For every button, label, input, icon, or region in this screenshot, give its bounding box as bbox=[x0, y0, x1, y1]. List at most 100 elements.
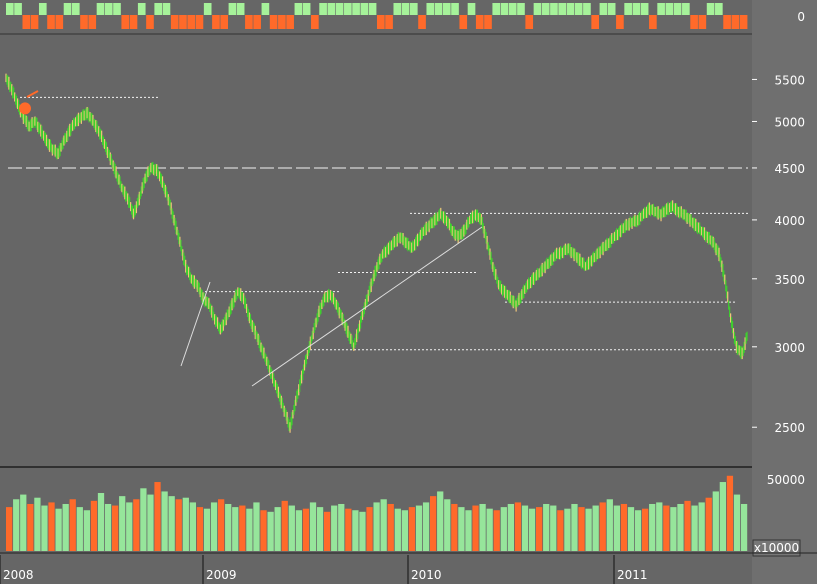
signal-bar bbox=[550, 3, 558, 15]
volume-bar bbox=[677, 503, 684, 551]
volume-bar bbox=[147, 494, 154, 551]
signal-bar bbox=[690, 15, 698, 29]
volume-bar bbox=[267, 511, 274, 551]
signal-bar bbox=[269, 15, 278, 29]
volume-bar bbox=[656, 502, 663, 551]
volume-unit-label: x10000 bbox=[754, 541, 799, 555]
signal-bar bbox=[484, 15, 492, 29]
volume-bar bbox=[571, 503, 578, 551]
volume-bar bbox=[48, 502, 55, 551]
volume-bar bbox=[726, 475, 734, 551]
signal-bar bbox=[14, 3, 22, 15]
volume-bar bbox=[733, 494, 741, 551]
volume-bar bbox=[691, 505, 698, 551]
volume-bar bbox=[20, 494, 27, 551]
volume-bar bbox=[458, 507, 465, 551]
volume-bar bbox=[253, 502, 260, 551]
sell-marker bbox=[19, 102, 31, 115]
signal-bar bbox=[607, 3, 616, 15]
volume-bar bbox=[182, 497, 189, 551]
signal-bar bbox=[574, 3, 583, 15]
volume-bar bbox=[90, 500, 98, 551]
right-axis-panel bbox=[752, 0, 817, 584]
x-axis: 2008 2009 2010 2011 bbox=[0, 552, 817, 584]
signal-bar bbox=[294, 3, 303, 15]
volume-bar bbox=[578, 507, 585, 551]
y-tick-label: 5500 bbox=[774, 73, 805, 87]
volume-bar bbox=[465, 510, 472, 551]
signal-bar bbox=[649, 15, 657, 29]
volume-axis-50000: 50000 bbox=[767, 473, 805, 487]
volume-bar bbox=[140, 488, 147, 551]
signal-bar bbox=[467, 3, 476, 15]
volume-bar bbox=[620, 503, 628, 551]
volume-bar bbox=[613, 505, 620, 551]
y-tick-label: 4500 bbox=[774, 162, 805, 176]
signal-bar bbox=[96, 3, 105, 15]
volume-bar bbox=[324, 511, 331, 551]
volume-bar bbox=[627, 507, 635, 551]
signal-bar bbox=[566, 3, 575, 15]
signal-bar bbox=[104, 3, 113, 15]
volume-bar bbox=[670, 507, 677, 551]
signal-bar bbox=[80, 15, 88, 29]
volume-bar bbox=[634, 510, 642, 551]
volume-bar bbox=[154, 482, 161, 551]
volume-bar bbox=[507, 503, 514, 551]
volume-bar bbox=[246, 508, 253, 551]
volume-bar bbox=[288, 505, 295, 551]
signal-bar bbox=[385, 15, 393, 29]
signal-bar bbox=[451, 3, 459, 15]
x-tick-label: 2011 bbox=[617, 568, 648, 582]
signal-bar bbox=[492, 3, 501, 15]
signal-bar bbox=[434, 3, 443, 15]
sell-marker-tail bbox=[26, 90, 39, 98]
volume-bar bbox=[260, 510, 267, 551]
volume-bar bbox=[479, 503, 486, 551]
signal-bar bbox=[121, 15, 130, 29]
volume-unit-box bbox=[752, 539, 801, 557]
signal-bar bbox=[129, 15, 138, 29]
volume-bar bbox=[196, 507, 204, 551]
volume-bar bbox=[126, 502, 133, 551]
volume-bar bbox=[210, 502, 218, 551]
volume-bar bbox=[69, 499, 76, 551]
volume-bar bbox=[6, 507, 13, 551]
signal-bar bbox=[38, 3, 47, 15]
signal-bar bbox=[401, 3, 410, 15]
y-tick-label: 4000 bbox=[774, 214, 805, 228]
volume-bar bbox=[444, 499, 451, 551]
volume-bar bbox=[592, 505, 599, 551]
volume-bar bbox=[493, 510, 500, 551]
signal-bar bbox=[368, 3, 377, 15]
signal-bar bbox=[665, 3, 674, 15]
volume-bar bbox=[295, 510, 302, 551]
signal-bar bbox=[30, 15, 39, 29]
price-ticks: 2500 3000 3500 4000 4500 5000 5500 bbox=[752, 73, 805, 435]
volume-bar bbox=[642, 508, 649, 551]
signal-bar bbox=[731, 15, 740, 29]
signal-bar bbox=[673, 3, 682, 15]
signal-bar bbox=[278, 15, 286, 29]
volume-bar bbox=[528, 508, 536, 551]
y-tick-label: 5000 bbox=[774, 115, 805, 129]
volume-bar bbox=[521, 505, 529, 551]
signal-bar bbox=[228, 3, 237, 15]
volume-bar bbox=[34, 497, 41, 551]
signal-bar bbox=[319, 3, 327, 15]
volume-bar bbox=[55, 508, 62, 551]
volume-bar bbox=[203, 508, 211, 551]
signal-bar bbox=[533, 3, 542, 15]
signal-bar bbox=[170, 15, 179, 29]
volume-bar bbox=[380, 499, 387, 551]
signal-bar bbox=[723, 15, 731, 29]
volume-bar bbox=[514, 502, 522, 551]
x-tick-label: 2009 bbox=[206, 568, 237, 582]
signal-bar bbox=[212, 15, 220, 29]
x-tick-label: 2010 bbox=[411, 568, 442, 582]
signal-bar bbox=[261, 3, 270, 15]
signal-bar bbox=[706, 3, 715, 15]
signal-bar bbox=[195, 15, 204, 29]
volume-panel: 50000 x10000 bbox=[0, 466, 805, 557]
signal-bar bbox=[236, 3, 245, 15]
